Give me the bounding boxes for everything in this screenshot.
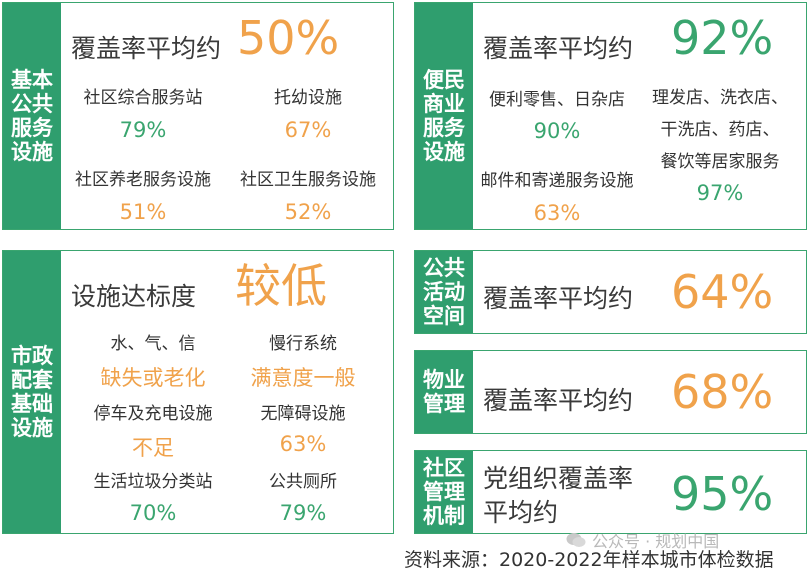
- item-label: 社区养老服务设施: [75, 170, 211, 190]
- item-label: 社区综合服务站: [83, 88, 203, 108]
- tag-line: 空间: [423, 304, 465, 328]
- item-value: 缺失或老化: [100, 366, 206, 390]
- watermark: 公众号 · 规划中国: [566, 528, 719, 552]
- item-value: 63%: [533, 201, 581, 225]
- item-label: 公共厕所: [269, 472, 337, 492]
- item-label: 无障碍设施: [260, 404, 346, 424]
- item-value: 79%: [279, 501, 327, 525]
- tag-line: 市政: [11, 344, 53, 368]
- headline-value: 64%: [671, 265, 774, 319]
- item-value: 52%: [284, 200, 332, 224]
- panel-heading: 设施达标度: [71, 282, 197, 311]
- item-label: 干洗店、药店、: [660, 120, 780, 140]
- tag-line: 服务: [423, 116, 465, 140]
- tag-line: 公共: [423, 256, 465, 280]
- tag-line: 基本: [11, 68, 53, 92]
- item-label: 社区卫生服务设施: [240, 170, 376, 190]
- item-label: 停车及充电设施: [93, 404, 213, 424]
- tag-line: 服务: [11, 116, 53, 140]
- item-label: 理发店、洗衣店、: [652, 88, 788, 108]
- tag-line: 配套: [11, 368, 53, 392]
- panel-tag: 市政 配套 基础 设施: [3, 251, 61, 533]
- panel-community-governance: 社区 管理 机制 党组织覆盖率 平均约 95%: [414, 450, 807, 534]
- tag-line: 设施: [423, 140, 465, 164]
- watermark-text: 公众号 · 规划中国: [592, 532, 720, 551]
- tag-line: 便民: [423, 68, 465, 92]
- wechat-icon: [566, 532, 586, 548]
- headline-value: 较低: [235, 259, 327, 313]
- tag-line: 物业: [423, 368, 465, 392]
- item-value: 90%: [533, 119, 581, 143]
- panel-heading: 覆盖率平均约: [71, 34, 222, 63]
- item-label: 水、气、信: [110, 334, 196, 354]
- item-value: 63%: [279, 432, 327, 456]
- tag-line: 活动: [423, 280, 465, 304]
- panel-tag: 公共 活动 空间: [415, 251, 473, 333]
- item-value: 70%: [129, 501, 177, 525]
- panel-public-activity-space: 公共 活动 空间 覆盖率平均约 64%: [414, 250, 807, 334]
- headline-value: 68%: [671, 365, 774, 419]
- tag-line: 管理: [423, 480, 465, 504]
- panel-tag: 基本 公共 服务 设施: [3, 3, 61, 229]
- tag-line: 商业: [423, 92, 465, 116]
- tag-line: 机制: [423, 504, 465, 528]
- tag-line: 社区: [423, 456, 465, 480]
- panel-tag: 便民 商业 服务 设施: [415, 3, 473, 229]
- panel-heading: 覆盖率平均约: [483, 386, 634, 415]
- item-value: 79%: [119, 118, 167, 142]
- data-source-note: 资料来源：2020-2022年样本城市体检数据: [404, 549, 774, 571]
- panel-heading: 覆盖率平均约: [483, 284, 634, 313]
- panel-basic-public-services: 基本 公共 服务 设施 覆盖率平均约 50% 社区综合服务站 79% 托幼设施 …: [2, 2, 394, 230]
- tag-line: 基础: [11, 392, 53, 416]
- headline-value: 95%: [671, 467, 774, 521]
- tag-line: 管理: [423, 392, 465, 416]
- panel-tag: 社区 管理 机制: [415, 451, 473, 533]
- headline-value: 50%: [237, 11, 340, 65]
- item-label: 邮件和寄递服务设施: [480, 171, 634, 191]
- item-value: 不足: [132, 436, 174, 460]
- headline-value: 92%: [671, 11, 774, 65]
- tag-line: 设施: [11, 140, 53, 164]
- panel-property-management: 物业 管理 覆盖率平均约 68%: [414, 350, 807, 434]
- item-label: 生活垃圾分类站: [93, 472, 213, 492]
- item-label: 便利零售、日杂店: [489, 90, 625, 110]
- tag-line: 公共: [11, 92, 53, 116]
- panel-heading: 覆盖率平均约: [483, 34, 634, 63]
- tag-line: 设施: [11, 416, 53, 440]
- item-value: 51%: [119, 200, 167, 224]
- panel-heading: 平均约: [483, 498, 559, 527]
- item-label: 托幼设施: [274, 88, 342, 108]
- item-label: 慢行系统: [269, 334, 337, 354]
- panel-heading: 党组织覆盖率: [483, 464, 634, 493]
- item-value: 满意度一般: [250, 366, 356, 390]
- item-value: 67%: [284, 118, 332, 142]
- item-value: 97%: [696, 181, 744, 205]
- panel-convenience-commerce: 便民 商业 服务 设施 覆盖率平均约 92% 便利零售、日杂店 90% 邮件和寄…: [414, 2, 807, 230]
- panel-tag: 物业 管理: [415, 351, 473, 433]
- item-label: 餐饮等居家服务: [660, 152, 780, 172]
- panel-municipal-infrastructure: 市政 配套 基础 设施 设施达标度 较低 水、气、信 缺失或老化 慢行系统 满意…: [2, 250, 394, 534]
